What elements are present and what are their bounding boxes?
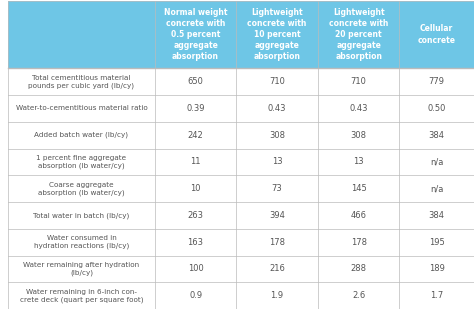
Text: 1.7: 1.7 [430,291,443,300]
Bar [400,95,474,122]
Bar [8,175,155,202]
Bar [318,95,400,122]
Bar [8,68,155,95]
Bar [8,149,155,175]
Text: 0.43: 0.43 [349,104,368,113]
Bar [400,175,474,202]
Text: 0.39: 0.39 [186,104,205,113]
Text: 650: 650 [188,77,203,86]
Text: Total water in batch (lb/cy): Total water in batch (lb/cy) [33,212,129,219]
Bar [318,229,400,256]
Bar [8,229,155,256]
Text: 145: 145 [351,184,366,193]
Text: Coarse aggregate
absorption (lb water/cy): Coarse aggregate absorption (lb water/cy… [38,182,125,196]
Bar [155,68,237,95]
Bar [400,202,474,229]
Text: Water remaining after hydration
(lb/cy): Water remaining after hydration (lb/cy) [23,262,139,276]
Bar [237,202,318,229]
Bar [155,175,237,202]
Text: Lightweight
concrete with
10 percent
aggregate
absorption: Lightweight concrete with 10 percent agg… [247,8,307,61]
Text: 1 percent fine aggregate
absorption (lb water/cy): 1 percent fine aggregate absorption (lb … [36,155,127,169]
Text: Water consumed in
hydration reactions (lb/cy): Water consumed in hydration reactions (l… [34,235,129,249]
Text: 100: 100 [188,265,203,273]
Bar [400,1,474,68]
Text: 189: 189 [429,265,445,273]
Text: 13: 13 [353,158,364,167]
Text: 11: 11 [191,158,201,167]
Bar [318,149,400,175]
Text: Added batch water (lb/cy): Added batch water (lb/cy) [35,132,128,138]
Bar [8,202,155,229]
Text: 216: 216 [269,265,285,273]
Bar [237,1,318,68]
Text: 384: 384 [428,211,445,220]
Text: 263: 263 [188,211,203,220]
Text: 0.43: 0.43 [268,104,286,113]
Bar [400,122,474,149]
Bar [155,95,237,122]
Text: Water remaining in 6-inch con-
crete deck (quart per square foot): Water remaining in 6-inch con- crete dec… [19,289,143,303]
Bar [400,256,474,282]
Text: 178: 178 [269,238,285,247]
Bar [8,282,155,309]
Text: 779: 779 [428,77,445,86]
Text: 13: 13 [272,158,283,167]
Text: 195: 195 [429,238,445,247]
Bar [318,282,400,309]
Bar [155,229,237,256]
Text: 0.50: 0.50 [428,104,446,113]
Bar [237,175,318,202]
Text: 242: 242 [188,131,203,140]
Bar [155,256,237,282]
Text: 2.6: 2.6 [352,291,365,300]
Text: 710: 710 [351,77,366,86]
Text: 178: 178 [351,238,367,247]
Text: 0.9: 0.9 [189,291,202,300]
Bar [318,122,400,149]
Bar [400,68,474,95]
Bar [237,95,318,122]
Bar [8,122,155,149]
Text: Normal weight
concrete with
0.5 percent
aggregate
absorption: Normal weight concrete with 0.5 percent … [164,8,228,61]
Text: n/a: n/a [430,184,443,193]
Bar [237,122,318,149]
Bar [237,149,318,175]
Text: 466: 466 [351,211,367,220]
Bar [237,256,318,282]
Bar [318,1,400,68]
Bar [237,229,318,256]
Text: 73: 73 [272,184,283,193]
Bar [318,256,400,282]
Text: Lightweight
concrete with
20 percent
aggregate
absorption: Lightweight concrete with 20 percent agg… [329,8,388,61]
Text: 163: 163 [188,238,203,247]
Bar [237,282,318,309]
Bar [318,202,400,229]
Text: 1.9: 1.9 [271,291,283,300]
Bar [155,149,237,175]
Bar [155,1,237,68]
Bar [8,1,155,68]
Bar [155,282,237,309]
Bar [400,229,474,256]
Bar [8,256,155,282]
Text: n/a: n/a [430,158,443,167]
Bar [237,68,318,95]
Text: Total cementitious material
pounds per cubic yard (lb/cy): Total cementitious material pounds per c… [28,75,135,89]
Bar [400,149,474,175]
Text: 308: 308 [269,131,285,140]
Bar [155,202,237,229]
Text: 308: 308 [351,131,367,140]
Bar [400,282,474,309]
Text: 710: 710 [269,77,285,86]
Bar [155,122,237,149]
Text: Water-to-cementitious material ratio: Water-to-cementitious material ratio [16,105,147,112]
Text: 384: 384 [428,131,445,140]
Bar [318,175,400,202]
Text: 288: 288 [351,265,367,273]
Text: 394: 394 [269,211,285,220]
Text: 10: 10 [191,184,201,193]
Bar [318,68,400,95]
Text: Cellular
concrete: Cellular concrete [418,24,456,44]
Bar [8,95,155,122]
